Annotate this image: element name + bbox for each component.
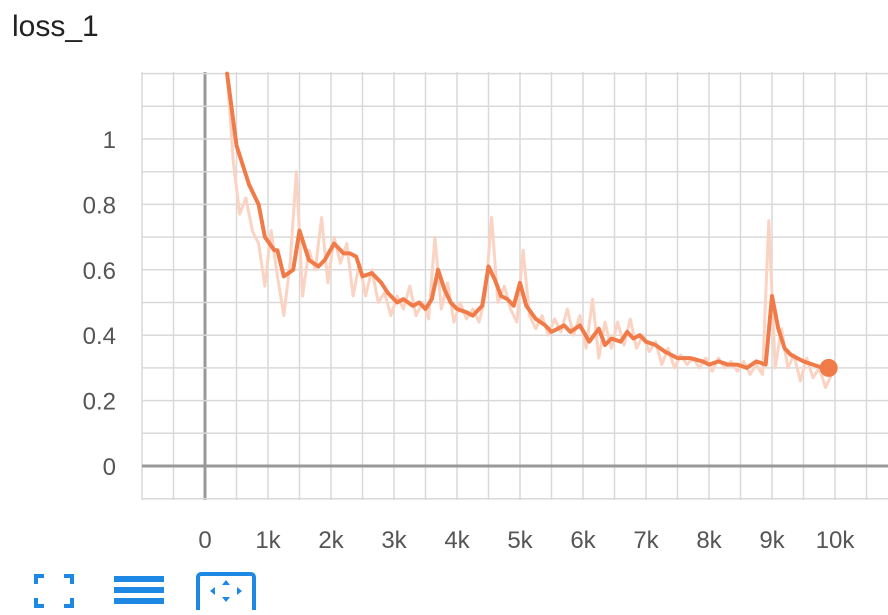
y-tick-label: 0.8: [83, 192, 116, 219]
toggle-log-scale-button[interactable]: [114, 572, 166, 610]
y-tick-label: 0.2: [83, 389, 116, 416]
x-tick-label: 9k: [759, 527, 785, 554]
fit-domain-icon: [196, 572, 256, 615]
y-tick-label: 0.4: [83, 323, 116, 350]
x-tick-label: 7k: [633, 527, 659, 554]
x-tick-label: 2k: [318, 527, 344, 554]
y-tick-label: 1: [103, 127, 116, 154]
list-lines-icon: [114, 576, 164, 604]
y-tick-label: 0.6: [83, 258, 116, 285]
x-tick-label: 3k: [381, 527, 407, 554]
raw-series: [225, 73, 834, 389]
x-tick-label: 1k: [255, 527, 281, 554]
x-tick-label: 6k: [570, 527, 596, 554]
chart-title: loss_1: [12, 10, 99, 43]
fullscreen-button[interactable]: [34, 572, 74, 610]
x-tick-label: 0: [198, 527, 211, 554]
x-tick-label: 5k: [507, 527, 533, 554]
y-tick-label: 0: [103, 454, 116, 481]
smoothed-loss-line[interactable]: [225, 71, 831, 370]
tick-labels: 0 1k 2k 3k 4k 5k 6k 7k 8k 9k 10k 0 0.2 0.4 0.6 0.8 1: [83, 127, 856, 554]
x-tick-label: 10k: [816, 527, 856, 554]
smoothed-series[interactable]: [225, 71, 838, 377]
fullscreen-icon: [34, 574, 74, 608]
x-tick-label: 4k: [444, 527, 470, 554]
last-value-marker[interactable]: [819, 358, 838, 377]
x-tick-label: 8k: [696, 527, 722, 554]
fit-domain-button[interactable]: [196, 572, 256, 615]
raw-loss-line: [225, 73, 834, 389]
grid-lines: [141, 72, 888, 500]
